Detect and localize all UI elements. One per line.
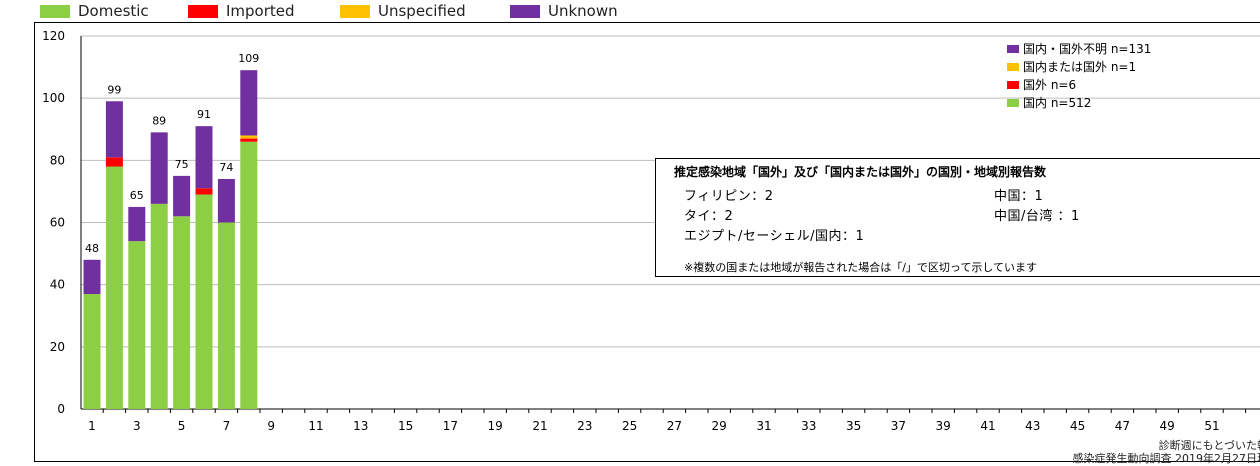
bar-total-label: 65 [130, 189, 144, 202]
bar-segment-0 [196, 195, 213, 409]
country-breakdown-box: 推定感染地域「国外」及び「国内または国外」の国別・地域別報告数 フィリピン：2 … [655, 158, 1260, 277]
x-tick-label: 27 [667, 419, 682, 433]
legend-label: 国内または国外 n=1 [1023, 60, 1136, 74]
bar-segment-0 [84, 294, 101, 409]
y-tick-label: 80 [50, 153, 65, 167]
bar-segment-1 [106, 157, 123, 166]
bar-segment-0 [151, 204, 168, 409]
x-tick-label: 17 [443, 419, 458, 433]
x-tick-label: 23 [577, 419, 592, 433]
legend-swatch [1007, 81, 1019, 89]
bar-segment-0 [128, 241, 145, 409]
bar-total-label: 89 [152, 114, 166, 127]
x-tick-label: 3 [133, 419, 141, 433]
x-tick-label: 35 [846, 419, 861, 433]
info-china-taiwan: 中国/台湾 ：1 [994, 205, 1080, 224]
legend-item-unspecified: Unspecified [340, 3, 466, 19]
legend-item-unknown: Unknown [510, 3, 618, 19]
x-tick-label: 13 [353, 419, 368, 433]
bar-segment-3 [173, 176, 190, 216]
legend-label-imported: Imported [226, 2, 295, 20]
info-china: 中国：1 [994, 185, 1043, 204]
legend-label: 国内・国外不明 n=131 [1023, 42, 1151, 56]
x-tick-label: 15 [398, 419, 413, 433]
bar-segment-3 [84, 260, 101, 294]
legend-swatch [1007, 63, 1019, 71]
x-tick-label: 29 [712, 419, 727, 433]
x-tick-label: 47 [1115, 419, 1130, 433]
bar-total-label: 75 [175, 158, 189, 171]
x-tick-label: 51 [1204, 419, 1219, 433]
x-tick-label: 21 [532, 419, 547, 433]
bar-segment-3 [240, 70, 257, 135]
bar-segment-1 [196, 188, 213, 194]
legend-swatch-unknown [510, 5, 540, 18]
x-tick-label: 25 [622, 419, 637, 433]
bar-segment-0 [173, 216, 190, 409]
y-tick-label: 20 [50, 340, 65, 354]
x-tick-label: 7 [223, 419, 231, 433]
legend-label-domestic: Domestic [78, 2, 149, 20]
bar-segment-3 [196, 126, 213, 188]
bar-total-label: 99 [107, 83, 121, 96]
x-tick-label: 5 [178, 419, 186, 433]
legend-swatch-domestic [40, 5, 70, 18]
x-tick-label: 19 [488, 419, 503, 433]
x-tick-label: 1 [88, 419, 96, 433]
bar-total-label: 74 [219, 161, 233, 174]
legend-label-unspecified: Unspecified [378, 2, 466, 20]
info-box-title: 推定感染地域「国外」及び「国内または国外」の国別・地域別報告数 [674, 163, 1046, 180]
bar-total-label: 48 [85, 242, 99, 255]
bar-segment-0 [218, 223, 235, 410]
bar-segment-0 [240, 142, 257, 409]
legend-item-domestic: Domestic [40, 3, 149, 19]
x-tick-label: 37 [891, 419, 906, 433]
legend-label: 国内 n=512 [1023, 96, 1091, 110]
x-tick-label: 43 [1025, 419, 1040, 433]
y-tick-label: 120 [42, 29, 65, 43]
x-tick-label: 11 [308, 419, 323, 433]
x-tick-label: 33 [801, 419, 816, 433]
legend-swatch-imported [188, 5, 218, 18]
bar-segment-3 [106, 101, 123, 157]
bar-segment-3 [151, 132, 168, 203]
info-egypt-seychelles: エジプト/セーシェル/国内：1 [684, 225, 864, 244]
legend-label: 国外 n=6 [1023, 78, 1076, 92]
y-tick-label: 60 [50, 216, 65, 230]
bar-segment-3 [218, 179, 235, 223]
x-tick-label: 39 [936, 419, 951, 433]
x-tick-label: 31 [756, 419, 771, 433]
legend-label-unknown: Unknown [548, 2, 618, 20]
legend-swatch [1007, 45, 1019, 53]
bar-segment-3 [128, 207, 145, 241]
info-philippines: フィリピン：2 [684, 185, 774, 204]
info-box-note: ※複数の国または地域が報告された場合は「/」で区切って示しています [684, 259, 1037, 275]
y-tick-label: 0 [57, 402, 65, 416]
bar-total-label: 109 [238, 52, 259, 65]
bar-segment-2 [240, 135, 257, 138]
legend-swatch [1007, 99, 1019, 107]
x-tick-label: 9 [267, 419, 275, 433]
legend-item-imported: Imported [188, 3, 295, 19]
y-tick-label: 100 [42, 91, 65, 105]
legend-swatch-unspecified [340, 5, 370, 18]
bar-segment-1 [240, 139, 257, 142]
y-tick-label: 40 [50, 278, 65, 292]
bar-segment-0 [106, 167, 123, 409]
x-tick-label: 49 [1160, 419, 1175, 433]
footer-source: 感染症発生動向調査 2019年2月27日現在 [1073, 450, 1260, 466]
bar-total-label: 91 [197, 108, 211, 121]
x-tick-label: 41 [980, 419, 995, 433]
info-thailand: タイ：2 [684, 205, 733, 224]
x-tick-label: 45 [1070, 419, 1085, 433]
